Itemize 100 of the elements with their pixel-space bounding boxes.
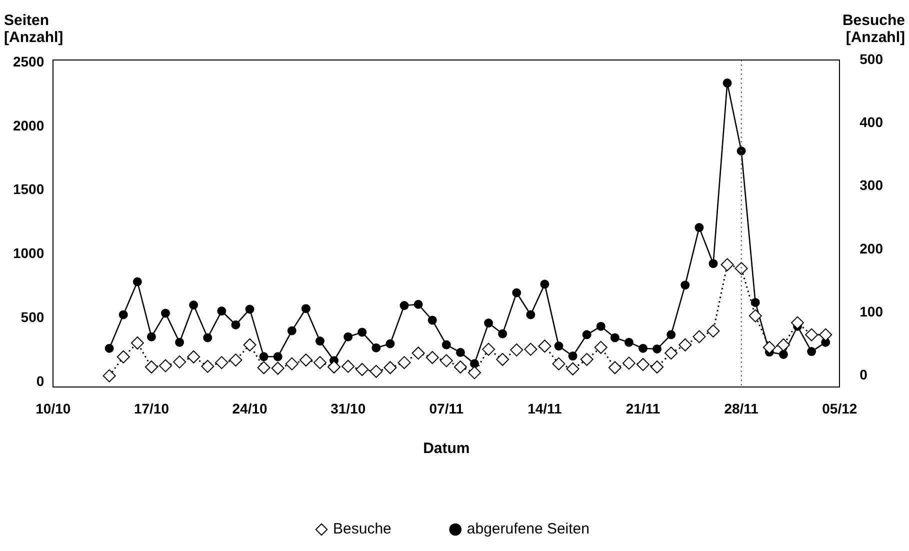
point — [370, 364, 383, 378]
y2-tick-label: 500 — [860, 50, 884, 67]
point — [273, 352, 282, 362]
y2-axis-title: Besuche [Anzahl] — [842, 12, 905, 46]
point — [650, 360, 664, 374]
point — [299, 354, 312, 367]
point — [358, 328, 367, 337]
point — [118, 310, 128, 320]
y2-tick-label: 100 — [860, 304, 884, 320]
point — [440, 354, 453, 368]
point — [146, 332, 156, 342]
point — [805, 328, 818, 342]
point — [161, 308, 170, 318]
point — [694, 223, 704, 232]
point — [203, 333, 212, 342]
point — [566, 362, 580, 376]
point — [386, 339, 395, 348]
x-tick-label: 17/10 — [134, 400, 170, 416]
point — [776, 338, 790, 352]
y-tick-label: 2000 — [12, 117, 44, 134]
point — [692, 330, 706, 344]
point — [344, 332, 353, 342]
y2-tick-label: 300 — [860, 177, 884, 194]
point — [102, 369, 116, 382]
point — [762, 340, 776, 354]
point — [104, 344, 114, 353]
point — [215, 356, 228, 370]
y2-tick-label: 0 — [860, 366, 868, 383]
point — [608, 361, 622, 374]
point — [428, 316, 437, 325]
y-tick-label: 1500 — [12, 181, 44, 198]
point — [736, 146, 746, 156]
point — [568, 352, 578, 361]
point — [526, 310, 536, 320]
point — [594, 340, 608, 354]
point — [791, 316, 804, 330]
point — [372, 343, 381, 352]
point — [664, 346, 678, 360]
x-tick-label: 05/12 — [822, 400, 858, 416]
point — [652, 344, 662, 354]
point — [400, 301, 409, 310]
y-axis-title: Seiten [Anzahl] — [4, 12, 64, 46]
y2-tick-label: 400 — [860, 114, 884, 130]
point — [412, 346, 425, 360]
point — [159, 359, 172, 372]
x-tick-label: 28/11 — [724, 400, 759, 416]
point — [301, 304, 310, 314]
point — [510, 343, 524, 356]
legend-label: abgerufene Seiten — [466, 520, 590, 538]
point — [582, 330, 592, 340]
x-tick-label: 31/10 — [330, 400, 366, 416]
point — [750, 298, 760, 307]
point — [524, 342, 538, 356]
point — [610, 333, 620, 342]
point — [748, 309, 762, 322]
y-tick-label: 1000 — [12, 245, 44, 262]
point — [596, 322, 606, 331]
point — [315, 336, 324, 346]
point — [130, 336, 144, 350]
point — [678, 338, 692, 352]
point — [538, 340, 552, 353]
point — [414, 300, 423, 309]
point — [706, 324, 720, 338]
point — [454, 360, 467, 374]
point — [456, 348, 465, 357]
point — [636, 358, 650, 371]
point — [666, 330, 676, 340]
point — [132, 277, 142, 286]
point — [231, 320, 240, 330]
point — [243, 338, 256, 352]
point — [313, 356, 326, 370]
x-axis-title: Datum — [423, 440, 470, 458]
x-tick-label: 24/10 — [232, 400, 268, 416]
point — [512, 288, 522, 298]
point — [201, 360, 214, 373]
point — [540, 280, 550, 289]
point — [398, 356, 411, 370]
point — [175, 338, 184, 347]
point — [708, 259, 718, 268]
y-tick-label: 500 — [20, 309, 44, 326]
point — [778, 350, 788, 359]
point — [342, 360, 355, 373]
x-tick-label: 07/11 — [429, 400, 464, 416]
x-tick-label: 10/10 — [36, 400, 71, 416]
point — [116, 350, 130, 364]
point — [496, 352, 510, 366]
point — [807, 347, 816, 356]
point — [229, 354, 242, 367]
point — [720, 258, 734, 272]
point — [819, 328, 832, 342]
point — [187, 350, 200, 364]
point — [426, 351, 439, 364]
legend-label: Besuche — [333, 520, 392, 538]
point — [144, 360, 158, 374]
x-tick-label: 14/11 — [528, 400, 562, 416]
point — [217, 306, 226, 316]
point — [259, 352, 268, 362]
point — [484, 318, 494, 328]
point — [271, 362, 284, 375]
point — [734, 262, 748, 275]
